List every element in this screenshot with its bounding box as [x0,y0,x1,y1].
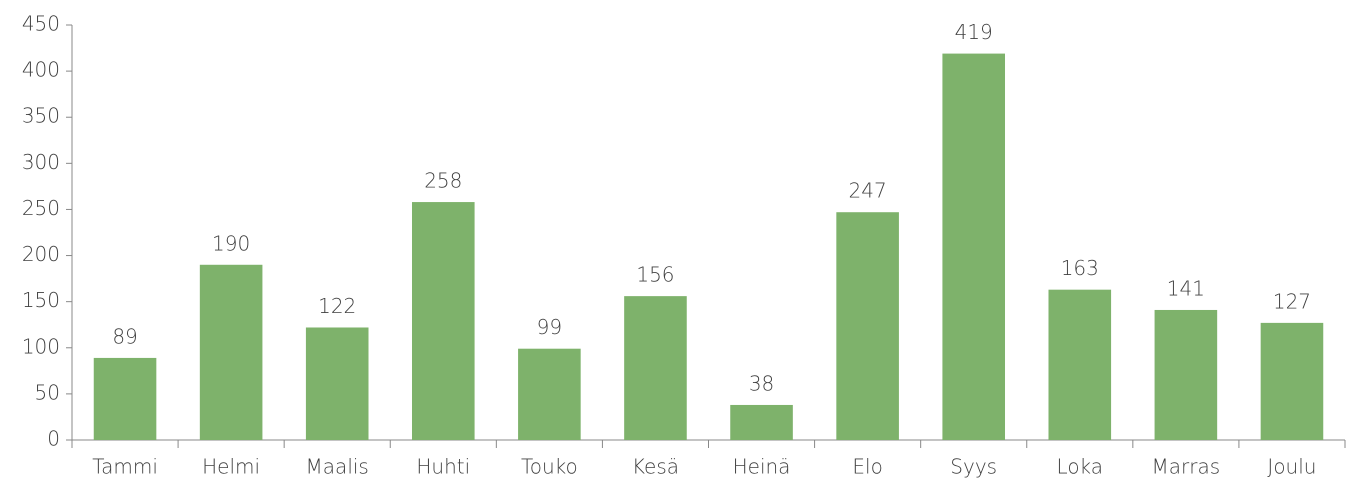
y-tick-label: 400 [22,58,60,82]
bar [411,202,475,440]
data-label: 141 [1167,276,1205,300]
y-tick-label: 350 [22,104,60,128]
bar [1048,289,1112,440]
bar [942,53,1006,440]
data-label: 122 [318,294,356,318]
data-label: 99 [537,315,562,339]
bar [1260,322,1324,440]
data-label: 419 [955,20,993,44]
bar [305,327,369,440]
y-tick-label: 450 [22,12,60,36]
data-label: 247 [849,179,887,203]
bar [518,348,581,440]
y-tick-label: 250 [22,196,60,220]
x-tick-label: Elo [852,455,882,479]
x-tick-label: Huhti [416,455,470,479]
y-tick-label: 200 [22,242,60,266]
data-label: 127 [1273,289,1311,313]
data-label: 190 [212,231,250,255]
y-tick-label: 300 [22,150,60,174]
data-label: 38 [749,371,774,395]
x-tick-label: Joulu [1267,455,1316,479]
x-tick-label: Helmi [202,455,260,479]
y-tick-label: 100 [22,334,60,358]
bar [93,357,157,440]
y-tick-label: 50 [35,380,60,404]
x-tick-label: Loka [1057,455,1104,479]
data-label: 156 [636,263,674,287]
data-label: 163 [1061,256,1099,280]
x-tick-label: Marras [1152,455,1221,479]
bar [836,212,899,440]
y-tick-label: 0 [47,427,60,451]
data-label: 258 [424,169,462,193]
y-tick-label: 150 [22,288,60,312]
x-tick-label: Kesä [632,455,679,479]
x-tick-label: Tammi [92,455,158,479]
x-tick-label: Syys [950,455,997,479]
bar [199,264,263,440]
data-label: 89 [112,324,137,348]
bar [624,296,687,440]
x-tick-label: Heinä [733,455,791,479]
x-tick-label: Maalis [306,455,369,479]
bar [730,404,793,440]
bar [1154,309,1218,440]
x-tick-label: Touko [521,455,578,479]
